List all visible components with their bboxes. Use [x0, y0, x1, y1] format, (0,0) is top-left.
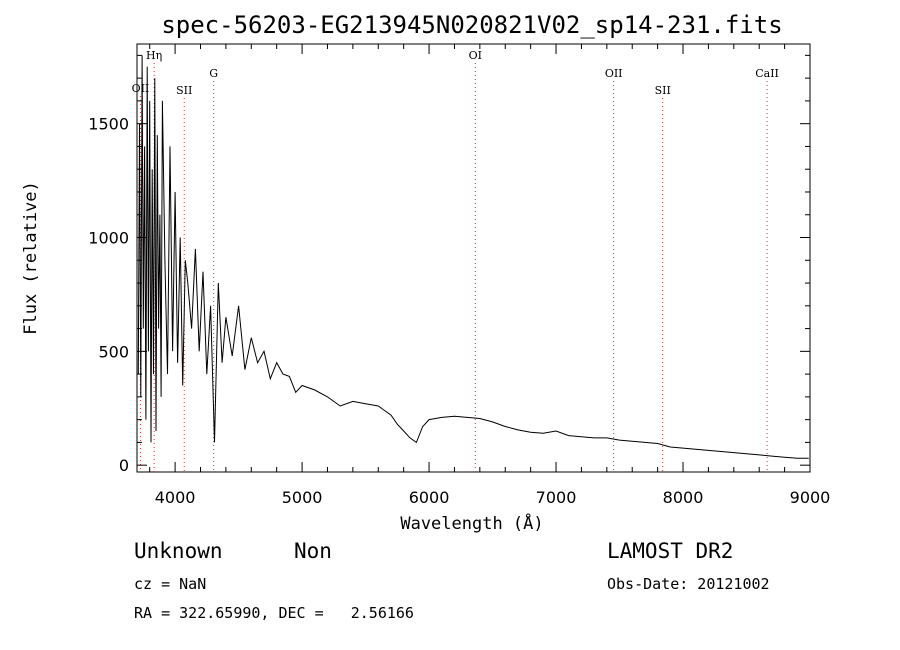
- y-tick-label: 1500: [88, 115, 129, 134]
- obs-date-text: Obs-Date: 20121002: [607, 575, 770, 593]
- x-tick-label: 5000: [282, 488, 323, 507]
- spectral-line-label: OII: [132, 82, 150, 95]
- axis-ticks: 4000 5000 6000 7000 8000 9000 0 500 1000 1500: [88, 44, 830, 507]
- x-tick-label: 6000: [409, 488, 450, 507]
- spectral-line-label: CaII: [755, 67, 779, 80]
- y-tick-label: 1000: [88, 229, 129, 248]
- class-label: Unknown: [134, 539, 223, 563]
- y-axis-label: Flux (relative): [21, 181, 41, 335]
- y-tick-label: 0: [119, 456, 129, 475]
- spectral-line-markers: OII Hη SII G OI OII SII CaII: [132, 49, 779, 472]
- spectral-line-label: Hη: [146, 49, 162, 62]
- spectrum-line: [137, 55, 809, 459]
- spectral-line-label: SII: [655, 84, 671, 97]
- plot-frame: [136, 43, 811, 473]
- x-tick-label: 7000: [536, 488, 577, 507]
- x-axis-label: Wavelength (Å): [400, 512, 543, 534]
- spectral-line-label: SII: [176, 84, 192, 97]
- x-tick-label: 9000: [790, 488, 831, 507]
- x-tick-label: 4000: [155, 488, 196, 507]
- spectral-line-label: G: [209, 67, 218, 80]
- subclass-label: Non: [294, 539, 332, 563]
- spectral-line-label: OII: [605, 67, 623, 80]
- coordinates-text: RA = 322.65990, DEC = 2.56166: [134, 604, 414, 622]
- x-tick-label: 8000: [663, 488, 704, 507]
- redshift-text: cz = NaN: [134, 575, 207, 593]
- y-tick-label: 500: [98, 342, 129, 361]
- survey-label: LAMOST DR2: [607, 539, 734, 563]
- chart-title: spec-56203-EG213945N020821V02_sp14-231.f…: [161, 11, 782, 39]
- spectral-line-label: OI: [469, 49, 482, 62]
